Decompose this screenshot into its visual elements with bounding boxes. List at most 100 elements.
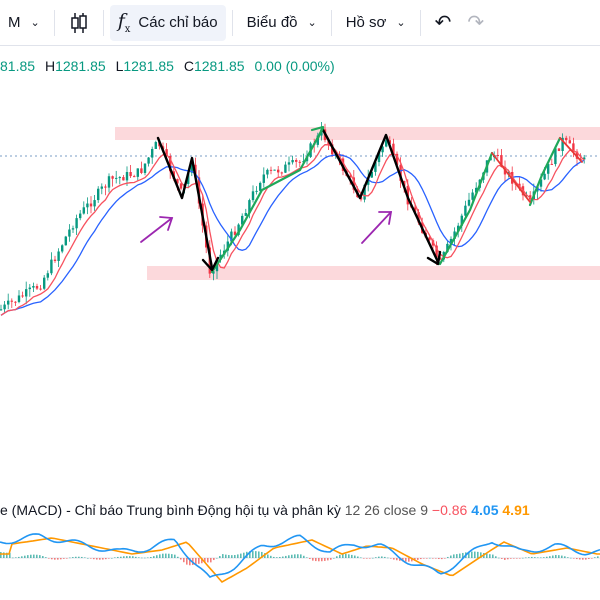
histogram-bar <box>591 558 593 559</box>
histogram-bar <box>585 558 587 560</box>
candle-body <box>165 149 168 157</box>
profile-menu-label: Hồ sơ <box>345 14 387 31</box>
candle-body <box>43 277 46 289</box>
histogram-bar <box>63 558 65 559</box>
histogram-bar <box>171 554 173 558</box>
chevron-down-icon: ⌄ <box>396 17 406 29</box>
histogram-bar <box>174 554 176 558</box>
histogram-bar <box>450 555 452 558</box>
histogram-bar <box>525 557 527 559</box>
histogram-bar <box>339 554 341 558</box>
candle-body <box>284 164 287 173</box>
toolbar-divider <box>102 9 104 36</box>
histogram-bar <box>537 557 539 559</box>
candle-body <box>266 169 269 175</box>
histogram-bar <box>342 553 344 558</box>
candle-body <box>14 301 17 303</box>
histogram-bar <box>498 557 500 559</box>
candle-body <box>550 163 553 165</box>
histogram-bar <box>87 557 89 559</box>
interval-selector[interactable]: M ⌄ <box>0 5 48 41</box>
candle-body <box>143 163 147 173</box>
histogram-bar <box>420 558 422 560</box>
candle-body <box>287 162 291 165</box>
histogram-bar <box>108 558 110 559</box>
chart-menu-button[interactable]: Biểu đồ ⌄ <box>239 5 325 41</box>
histogram-bar <box>276 557 278 558</box>
candle-body <box>395 153 399 165</box>
histogram-bar <box>93 558 95 560</box>
histogram-bar <box>198 558 200 564</box>
histogram-bar <box>333 557 335 559</box>
indicators-button[interactable]: fx Các chỉ báo <box>109 4 226 41</box>
histogram-bar <box>159 554 161 558</box>
histogram-bar <box>261 551 263 558</box>
candle-body <box>525 195 528 197</box>
redo-icon: ↷ <box>467 12 485 34</box>
price-chart[interactable] <box>0 80 600 500</box>
undo-button[interactable]: ↶ <box>427 5 460 41</box>
candle-body <box>230 231 233 242</box>
histogram-bar <box>126 556 128 558</box>
candle-body <box>248 200 251 213</box>
histogram-bar <box>384 556 386 558</box>
histogram-bar <box>90 558 92 559</box>
histogram-bar <box>423 558 425 559</box>
candles-group <box>0 122 586 314</box>
histogram-bar <box>39 555 41 558</box>
histogram-bar <box>267 554 269 558</box>
histogram-bar <box>186 558 188 565</box>
histogram-bar <box>201 558 203 564</box>
candle-body <box>471 192 474 200</box>
high-value: 1281.85 <box>55 58 106 74</box>
candle-body <box>169 156 172 172</box>
histogram-bar <box>96 558 98 560</box>
candle-body <box>291 160 294 163</box>
green-uptrend-far-right <box>528 136 562 207</box>
profile-menu-button[interactable]: Hồ sơ ⌄ <box>338 5 414 41</box>
low-key: L <box>115 58 124 74</box>
histogram-bar <box>309 558 311 560</box>
histogram-bar <box>363 558 365 559</box>
candle-body <box>111 176 114 179</box>
arrowhead-middle-zigzag <box>426 250 442 266</box>
histogram-bar <box>372 557 374 559</box>
chart-type-button[interactable] <box>61 5 97 41</box>
histogram-bar <box>123 556 125 558</box>
candle-body <box>115 177 118 179</box>
candle-body <box>417 212 420 223</box>
toolbar-divider <box>330 9 332 36</box>
candle-body <box>212 271 215 274</box>
candle-body <box>226 241 229 251</box>
histogram-bar <box>102 558 104 560</box>
candle-body <box>262 174 265 183</box>
candle-body <box>75 218 78 229</box>
histogram-bar <box>51 558 53 560</box>
candle-body <box>316 135 319 145</box>
histogram-bar <box>393 558 395 560</box>
candle-body <box>435 245 438 258</box>
redo-button[interactable]: ↷ <box>459 5 492 41</box>
histogram-bar <box>36 554 38 558</box>
toolbar-divider <box>419 9 421 36</box>
histogram-bar <box>21 556 23 558</box>
macd-pane[interactable] <box>0 522 600 600</box>
red-downtrend-right <box>491 152 531 203</box>
histogram-bar <box>468 551 470 558</box>
histogram-bar <box>147 557 149 559</box>
close-value: 1281.85 <box>193 58 245 74</box>
histogram-bar <box>303 555 305 558</box>
histogram-bar <box>438 558 440 560</box>
histogram-bar <box>282 556 284 558</box>
candle-body <box>439 257 442 260</box>
histogram-bar <box>513 558 515 559</box>
histogram-bar <box>561 555 563 558</box>
macd-histogram-value: −0.86 <box>431 502 468 518</box>
histogram-bar <box>153 556 155 558</box>
histogram-bar <box>324 558 326 561</box>
histogram-bar <box>543 557 545 558</box>
chevron-down-icon: ⌄ <box>307 17 317 29</box>
histogram-bar <box>120 556 122 558</box>
histogram-bar <box>24 555 26 558</box>
histogram-bar <box>144 557 146 559</box>
